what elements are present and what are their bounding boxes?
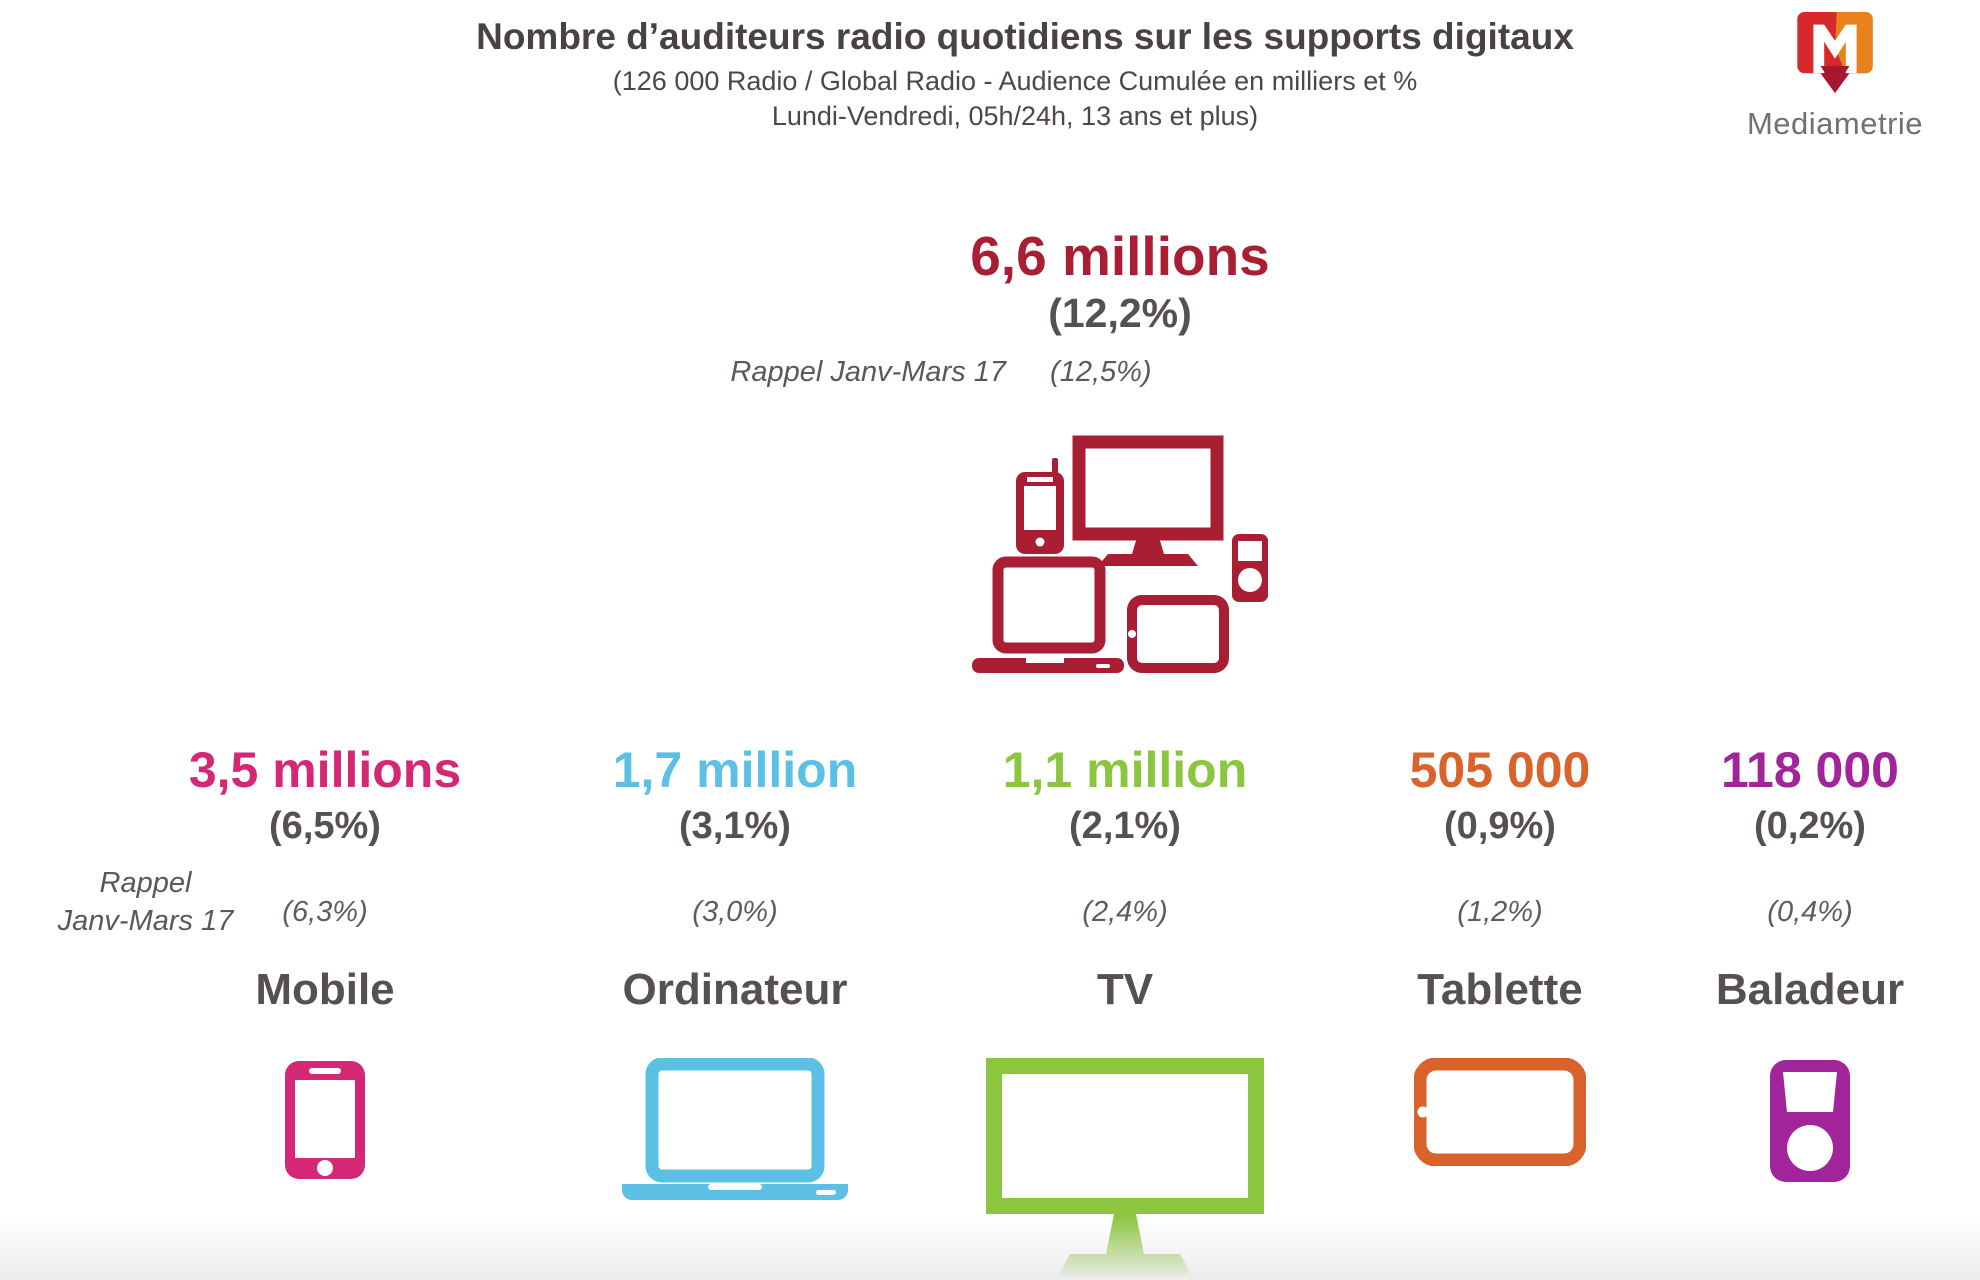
tv-audience-share: (2,1%) (1069, 805, 1181, 847)
total-rappel-line: Rappel Janv-Mars 17 (12,5%) (700, 356, 1182, 389)
baladeur-label: Baladeur (1715, 965, 1905, 1014)
total-audience-value: 6,6 millions (970, 225, 1270, 287)
device-column-ordinateur: 1,7 million (3,1%) (3,0%) Ordinateur (535, 738, 935, 1205)
tablette-rappel-value: (1,2%) (1457, 896, 1543, 928)
mediametrie-m-icon (1797, 12, 1873, 93)
tablette-audience-value: 505 000 (1409, 742, 1591, 798)
tv-rappel-value: (2,4%) (1082, 896, 1168, 928)
smartphone-icon (282, 1058, 368, 1182)
device-column-tv: 1,1 million (2,1%) (2,4%) TV (925, 738, 1325, 1280)
tablette-label: Tablette (1417, 965, 1583, 1014)
rappel-row-label-line1: Rappel (99, 867, 192, 899)
ordinateur-audience-value: 1,7 million (612, 742, 858, 798)
total-rappel-label: Rappel Janv-Mars 17 (730, 356, 1007, 388)
rappel-row-label-line2: Janv-Mars 17 (57, 905, 234, 937)
page-title: Nombre d’auditeurs radio quotidiens sur … (476, 16, 1574, 57)
subtitle-line2: Lundi-Vendredi, 05h/24h, 13 ans et plus) (771, 101, 1259, 131)
tv-label: TV (1096, 965, 1154, 1014)
laptop-icon (620, 1057, 850, 1205)
mobile-rappel-value: (6,3%) (282, 896, 368, 928)
rappel-row-label: Rappel Janv-Mars 17 (38, 864, 253, 940)
device-column-tablette: 505 000 (0,9%) (1,2%) Tablette (1300, 738, 1700, 1167)
device-column-mobile: 3,5 millions (6,5%) (6,3%) Mobile (125, 738, 525, 1182)
ordinateur-rappel-value: (3,0%) (692, 896, 778, 928)
device-column-baladeur: 118 000 (0,2%) (0,4%) Baladeur (1640, 738, 1980, 1184)
tablette-audience-share: (0,9%) (1444, 805, 1556, 847)
devices-cluster-icon (960, 432, 1280, 699)
subtitle-line1: (126 000 Radio / Global Radio - Audience… (612, 66, 1418, 96)
bottom-fade-gradient (0, 1216, 1980, 1280)
mediametrie-wordmark: Mediametrie (1746, 106, 1924, 141)
mobile-label: Mobile (255, 965, 395, 1014)
ordinateur-label: Ordinateur (622, 965, 848, 1014)
mp3-player-icon (1768, 1058, 1852, 1184)
baladeur-audience-share: (0,2%) (1754, 805, 1866, 847)
mediametrie-logo: Mediametrie (1722, 10, 1948, 142)
total-rappel-value: (12,5%) (1050, 356, 1152, 388)
tv-audience-value: 1,1 million (1002, 742, 1248, 798)
baladeur-audience-value: 118 000 (1721, 742, 1899, 798)
ordinateur-audience-share: (3,1%) (679, 805, 791, 847)
baladeur-rappel-value: (0,4%) (1767, 896, 1853, 928)
mobile-audience-share: (6,5%) (269, 805, 381, 847)
tablet-icon (1413, 1057, 1587, 1167)
total-audience-share: (12,2%) (1048, 290, 1192, 336)
mobile-audience-value: 3,5 millions (188, 742, 462, 798)
